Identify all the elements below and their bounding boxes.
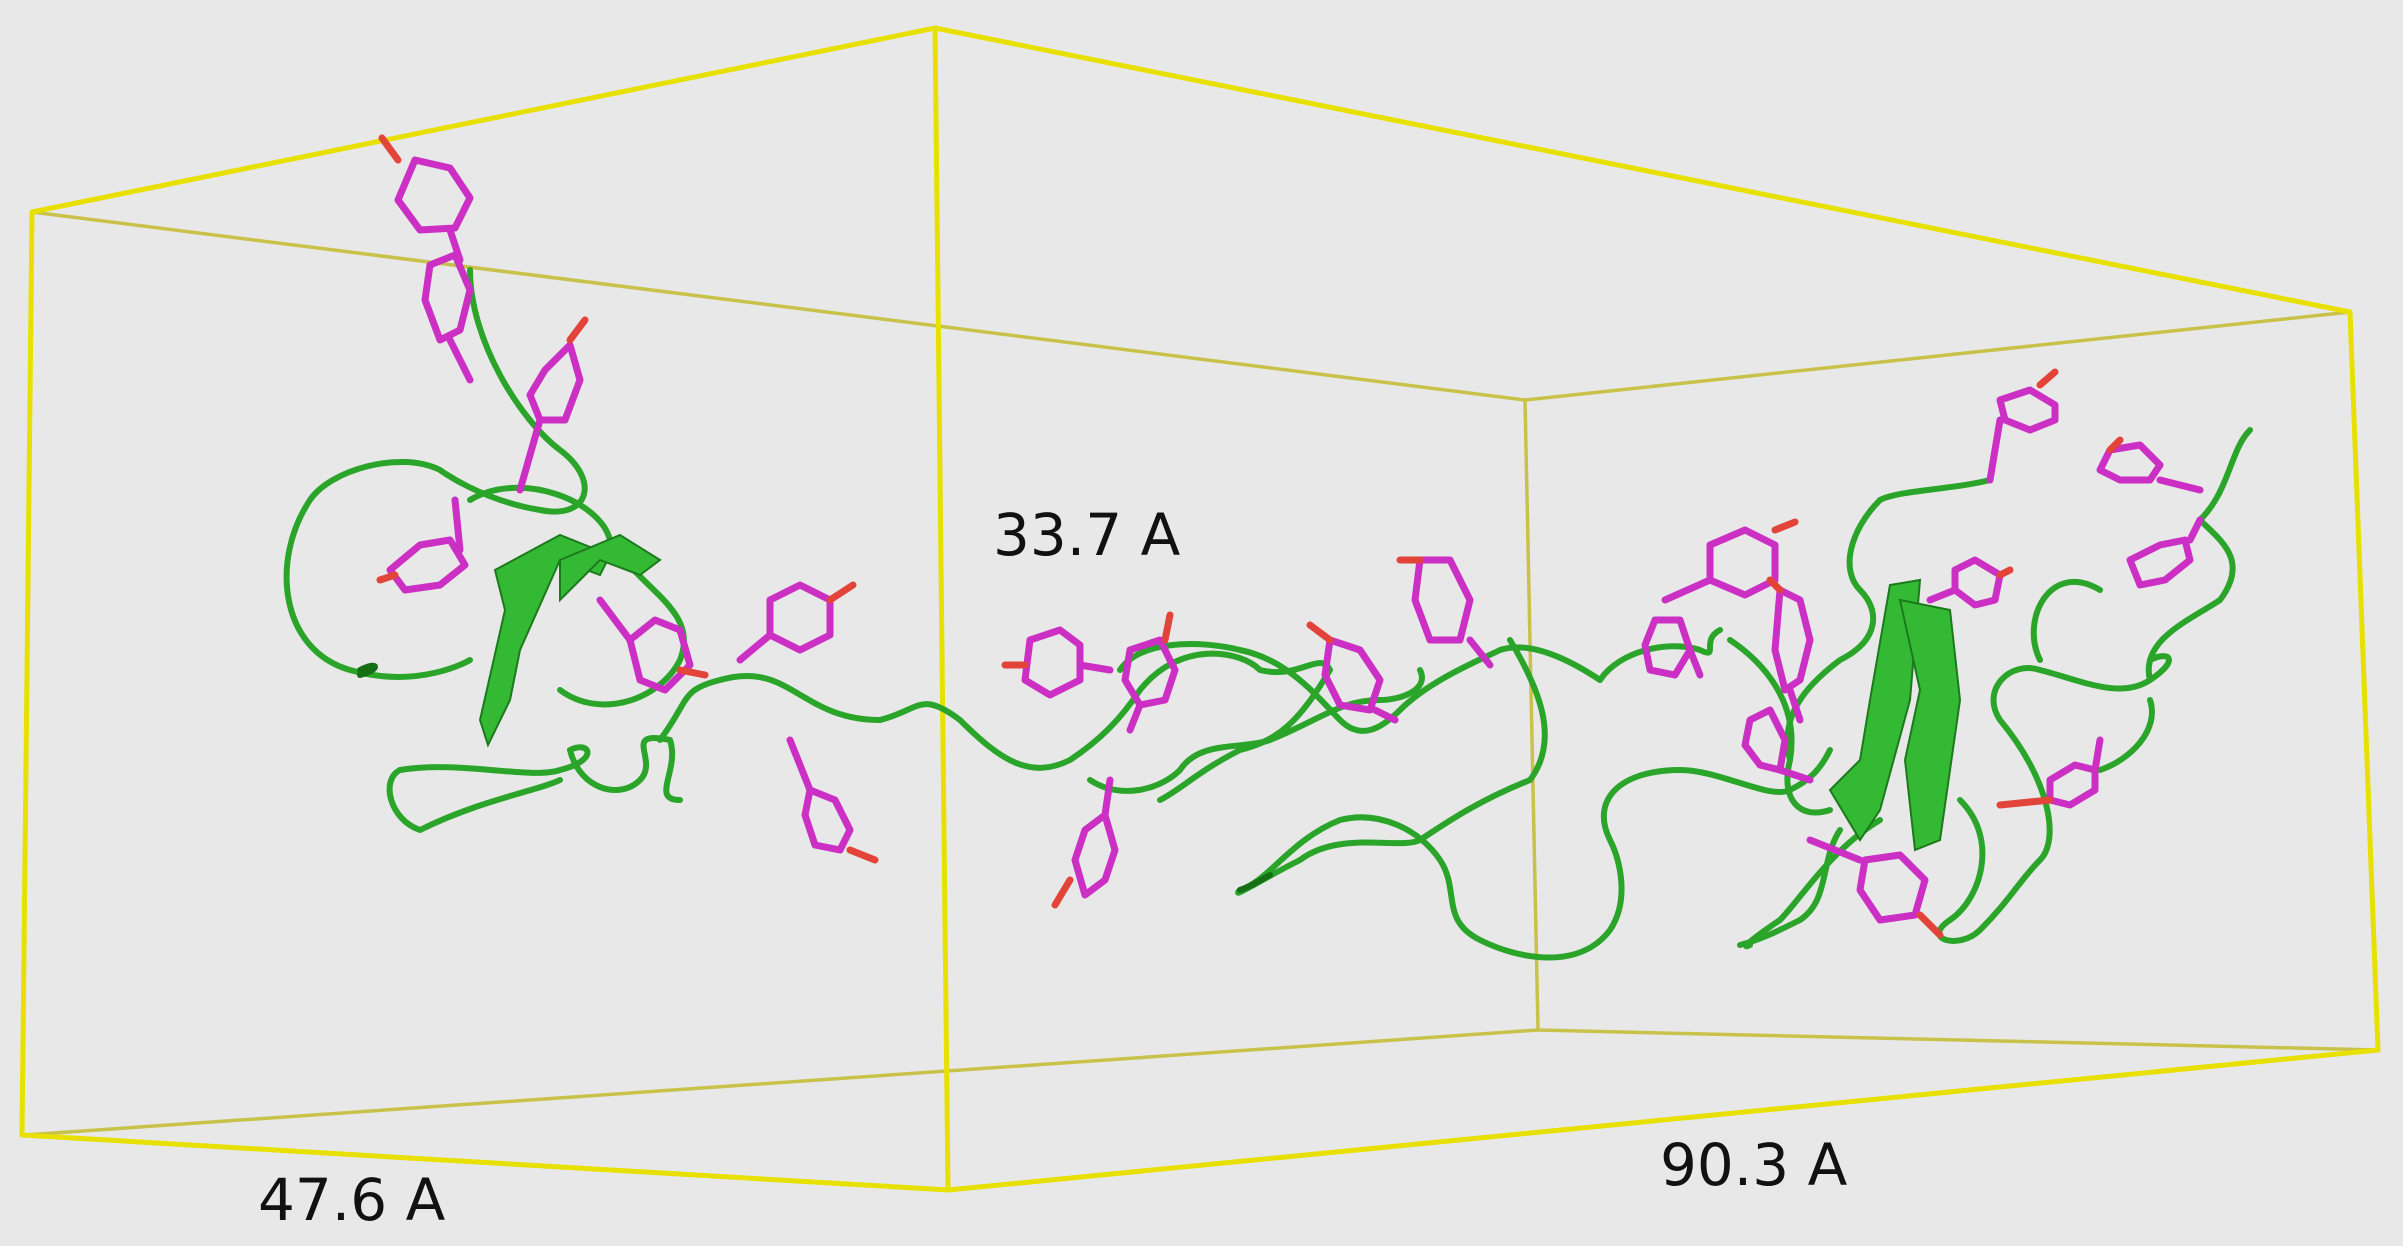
side-chain-7 [786,736,879,864]
side-chain-4 [376,496,469,594]
side-chain-14 [1641,616,1704,679]
side-chain-13 [1661,518,1799,604]
side-chain-20 [2096,436,2204,494]
side-chain-15 [1766,576,1814,724]
side-chain-10 [1051,776,1119,909]
side-chain-12 [1396,556,1494,669]
depth-label: 47.6 A [258,1166,446,1234]
side-chain-3 [516,316,589,494]
width-label: 90.3 A [1660,1131,1848,1199]
side-chain-2 [421,251,474,384]
bounding-box-back [23,210,2380,1137]
side-chain-11 [1306,621,1399,724]
bounding-box-front [19,25,2381,1193]
side-chain-18 [1926,556,2014,609]
protein-backbone [283,267,2253,961]
side-chain-5 [596,596,709,694]
side-chains [376,134,2204,939]
side-chain-22 [1996,736,2104,809]
side-chain-19 [1986,368,2059,484]
height-label: 33.7 A [993,501,1181,569]
side-chain-16 [1741,706,1814,784]
beta-sheets [478,533,1962,852]
side-chain-6 [736,581,857,664]
side-chain-21 [2126,516,2204,589]
side-chain-8 [1001,626,1114,699]
side-chain-9 [1121,611,1179,734]
side-chain-17 [1806,836,1944,939]
side-chain-1 [378,134,474,264]
